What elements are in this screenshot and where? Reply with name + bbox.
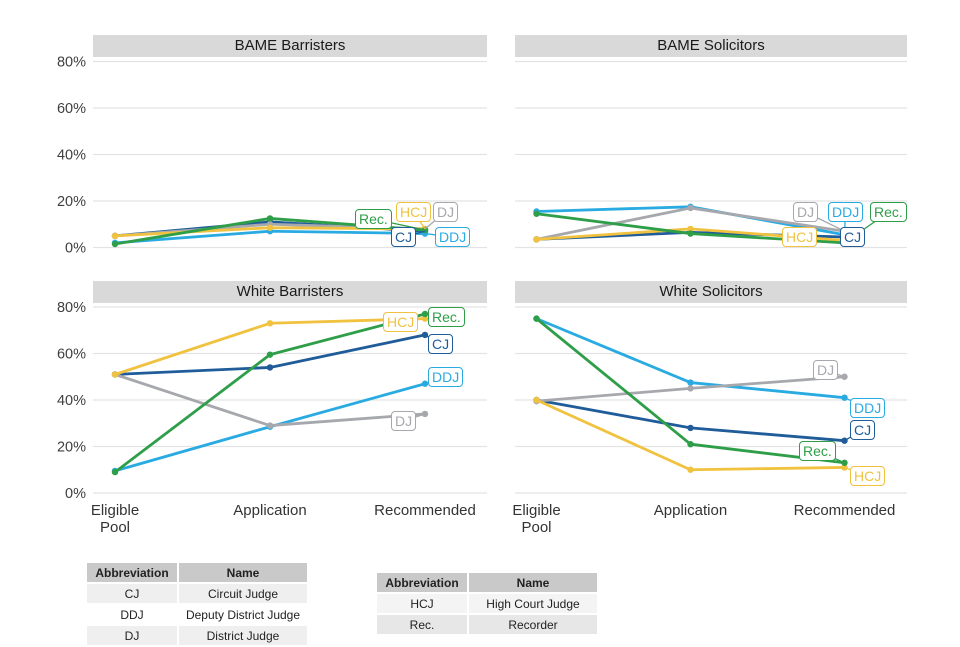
x-tick-label: Recommended bbox=[794, 502, 896, 519]
line-Rec. bbox=[115, 314, 425, 472]
series-label-HCJ: HCJ bbox=[782, 227, 817, 247]
series-label-HCJ: HCJ bbox=[850, 466, 885, 486]
facet-title-bame-barristers: BAME Barristers bbox=[93, 35, 487, 57]
y-tick-label: 20% bbox=[57, 440, 86, 456]
series-label-Rec.: Rec. bbox=[799, 441, 836, 461]
series-label-DJ: DJ bbox=[813, 360, 838, 380]
series-label-DJ: DJ bbox=[391, 411, 416, 431]
series-label-Rec.: Rec. bbox=[428, 307, 465, 327]
point-Rec.-0 bbox=[112, 241, 118, 247]
y-tick-label: 40% bbox=[57, 148, 86, 164]
x-tick-label: Application bbox=[654, 502, 727, 519]
point-HCJ-1 bbox=[687, 467, 693, 473]
y-tick-label: 60% bbox=[57, 101, 86, 117]
series-label-DJ: DJ bbox=[793, 202, 818, 222]
panel-bame-barristers: 0% 20% 40% 60% 80% bbox=[57, 55, 487, 257]
y-tick-label: 60% bbox=[57, 347, 86, 363]
point-Rec.-0 bbox=[112, 469, 118, 475]
abbreviation-cell: DDJ bbox=[87, 605, 177, 624]
series-label-DJ: DJ bbox=[433, 202, 458, 222]
x-tick-label: Recommended bbox=[374, 502, 476, 519]
y-tick-label: 0% bbox=[65, 486, 86, 502]
point-CJ-1 bbox=[267, 364, 273, 370]
name-cell: Recorder bbox=[469, 615, 597, 634]
point-Rec.-0 bbox=[533, 315, 539, 321]
series-label-HCJ: HCJ bbox=[396, 202, 431, 222]
x-tick-label: Application bbox=[233, 502, 306, 519]
abbreviation-cell: CJ bbox=[87, 584, 177, 603]
series-label-CJ: CJ bbox=[428, 334, 453, 354]
series-label-DDJ: DDJ bbox=[435, 227, 470, 247]
point-DDJ-1 bbox=[687, 379, 693, 385]
point-Rec.-1 bbox=[687, 230, 693, 236]
point-Rec.-1 bbox=[687, 441, 693, 447]
point-HCJ-0 bbox=[112, 233, 118, 239]
point-HCJ-0 bbox=[533, 397, 539, 403]
point-Rec.-0 bbox=[533, 211, 539, 217]
table-row: Rec.Recorder bbox=[377, 615, 597, 634]
point-Rec.-1 bbox=[267, 215, 273, 221]
point-HCJ-1 bbox=[267, 225, 273, 231]
facet-title-white-solicitors: White Solicitors bbox=[515, 281, 907, 303]
y-tick-label: 20% bbox=[57, 194, 86, 210]
point-CJ-1 bbox=[687, 425, 693, 431]
series-label-CJ: CJ bbox=[840, 227, 865, 247]
point-DJ-1 bbox=[687, 385, 693, 391]
facet-title-bame-solicitors: BAME Solicitors bbox=[515, 35, 907, 57]
y-tick-label: 40% bbox=[57, 393, 86, 409]
point-DJ-1 bbox=[267, 422, 273, 428]
series-label-HCJ: HCJ bbox=[383, 312, 418, 332]
series-label-CJ: CJ bbox=[850, 420, 875, 440]
point-HCJ-0 bbox=[533, 236, 539, 242]
name-cell: Circuit Judge bbox=[179, 584, 307, 603]
table-header-name: Name bbox=[469, 573, 597, 592]
abbreviation-cell: Rec. bbox=[377, 615, 467, 634]
series-label-DDJ: DDJ bbox=[828, 202, 863, 222]
facet-title-white-barristers: White Barristers bbox=[93, 281, 487, 303]
y-tick-label: 80% bbox=[57, 55, 86, 71]
series-label-Rec.: Rec. bbox=[870, 202, 907, 222]
y-tick-label: 80% bbox=[57, 300, 86, 316]
series-label-CJ: CJ bbox=[391, 227, 416, 247]
point-HCJ-0 bbox=[112, 371, 118, 377]
series-label-DDJ: DDJ bbox=[428, 367, 463, 387]
name-cell: Deputy District Judge bbox=[179, 605, 307, 624]
abbreviation-cell: DJ bbox=[87, 626, 177, 645]
table-header-abbreviation: Abbreviation bbox=[377, 573, 467, 592]
abbreviation-cell: HCJ bbox=[377, 594, 467, 613]
series-label-Rec.: Rec. bbox=[355, 209, 392, 229]
name-cell: District Judge bbox=[179, 626, 307, 645]
series-label-DDJ: DDJ bbox=[850, 398, 885, 418]
point-Rec.-1 bbox=[267, 351, 273, 357]
name-cell: High Court Judge bbox=[469, 594, 597, 613]
y-tick-label: 0% bbox=[65, 241, 86, 257]
table-header-abbreviation: Abbreviation bbox=[87, 563, 177, 582]
line-HCJ bbox=[537, 400, 845, 470]
point-HCJ-1 bbox=[267, 320, 273, 326]
point-DJ-1 bbox=[687, 205, 693, 211]
table-header-name: Name bbox=[179, 563, 307, 582]
